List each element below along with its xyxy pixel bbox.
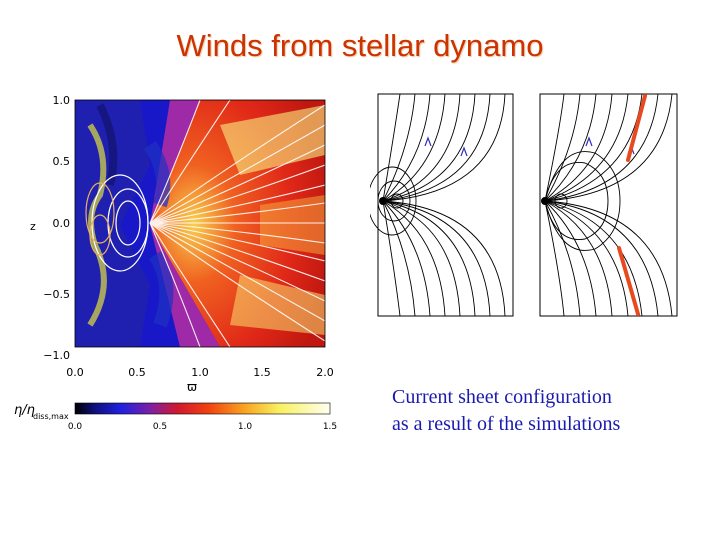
y-tick-label: −0.5 [43,288,70,301]
x-tick-label: 1.5 [253,366,271,379]
x-tick-label: 1.0 [191,366,209,379]
current-sheet-upper [626,94,647,162]
current-sheet-lower [617,246,640,316]
slide-caption: Current sheet configuration as a result … [392,384,712,438]
caption-line: Current sheet configuration [392,386,612,408]
colorbar-label-subscript: diss,max [33,412,69,421]
x-tick-label: 0.0 [66,366,84,379]
colorbar-tick: 0.0 [68,422,83,432]
colorbar-tick: 1.0 [238,422,253,432]
colorbar-tick: 1.5 [323,422,337,432]
slide-title: Winds from stellar dynamo [176,28,544,63]
field-line-panel-left [370,93,514,317]
x-tick-label: 2.0 [316,366,334,379]
y-tick-label: 1.0 [53,94,71,107]
y-tick-label: −1.0 [43,349,70,362]
simulation-plot: z 1.0 0.5 0.0 −0.5 −1.0 0.0 0.5 1.0 1.5 … [14,94,337,432]
colorbar-tick: 0.5 [153,422,167,432]
field-line-panels [370,93,678,317]
caption-line: as a result of the simulations [392,413,621,435]
y-axis-label: z [30,220,36,233]
x-axis-label: ϖ [187,380,197,394]
y-tick-label: 0.0 [53,217,71,230]
colorbar-label: η/η [14,403,35,418]
field-line-panel-right [539,93,678,317]
y-tick-label: 0.5 [53,155,71,168]
colorbar [74,402,331,415]
x-tick-label: 0.5 [128,366,146,379]
